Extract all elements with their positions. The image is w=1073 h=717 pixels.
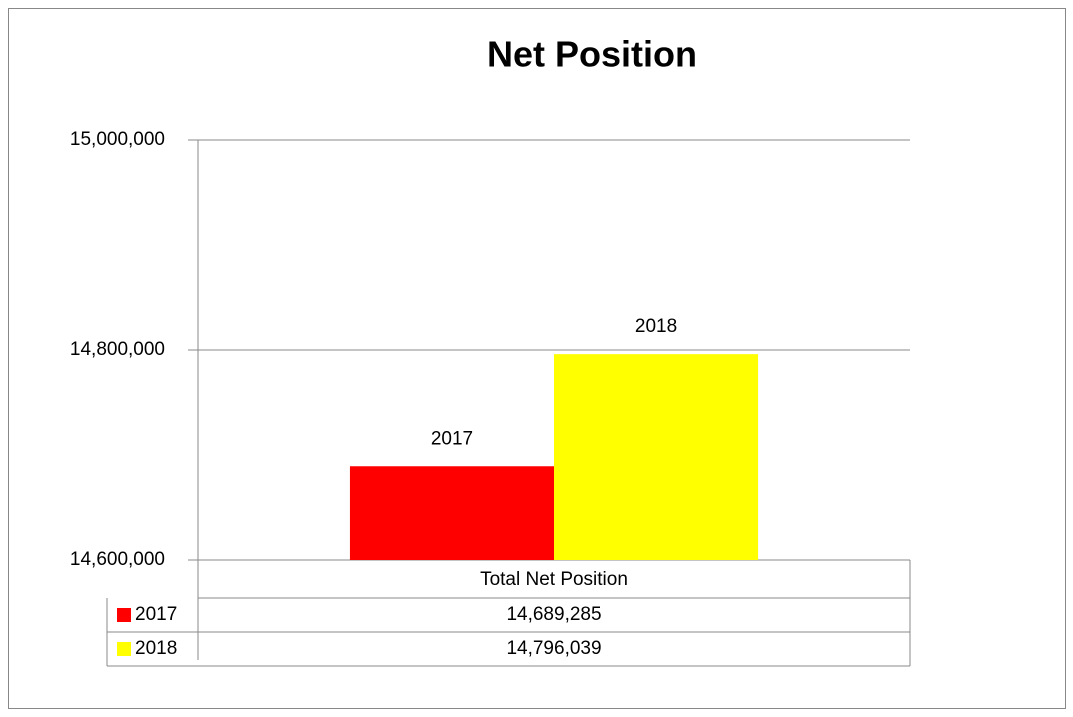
x-tick-label: Total Net Position	[480, 569, 628, 590]
bar	[349, 466, 554, 560]
table-value: 14,796,039	[506, 638, 601, 659]
table-value: 14,689,285	[506, 604, 601, 625]
y-tick-label: 15,000,000	[70, 129, 165, 150]
chart-title: Net Position	[487, 34, 697, 75]
bar-label: 2018	[635, 316, 677, 337]
legend-key	[117, 642, 131, 656]
y-tick-label: 14,600,000	[70, 549, 165, 570]
y-tick-label: 14,800,000	[70, 339, 165, 360]
bar-label: 2017	[431, 428, 473, 449]
chart-border	[8, 8, 1066, 709]
legend-key	[117, 608, 131, 622]
bar	[554, 354, 759, 560]
legend-label: 2018	[135, 638, 177, 659]
legend-label: 2017	[135, 604, 177, 625]
